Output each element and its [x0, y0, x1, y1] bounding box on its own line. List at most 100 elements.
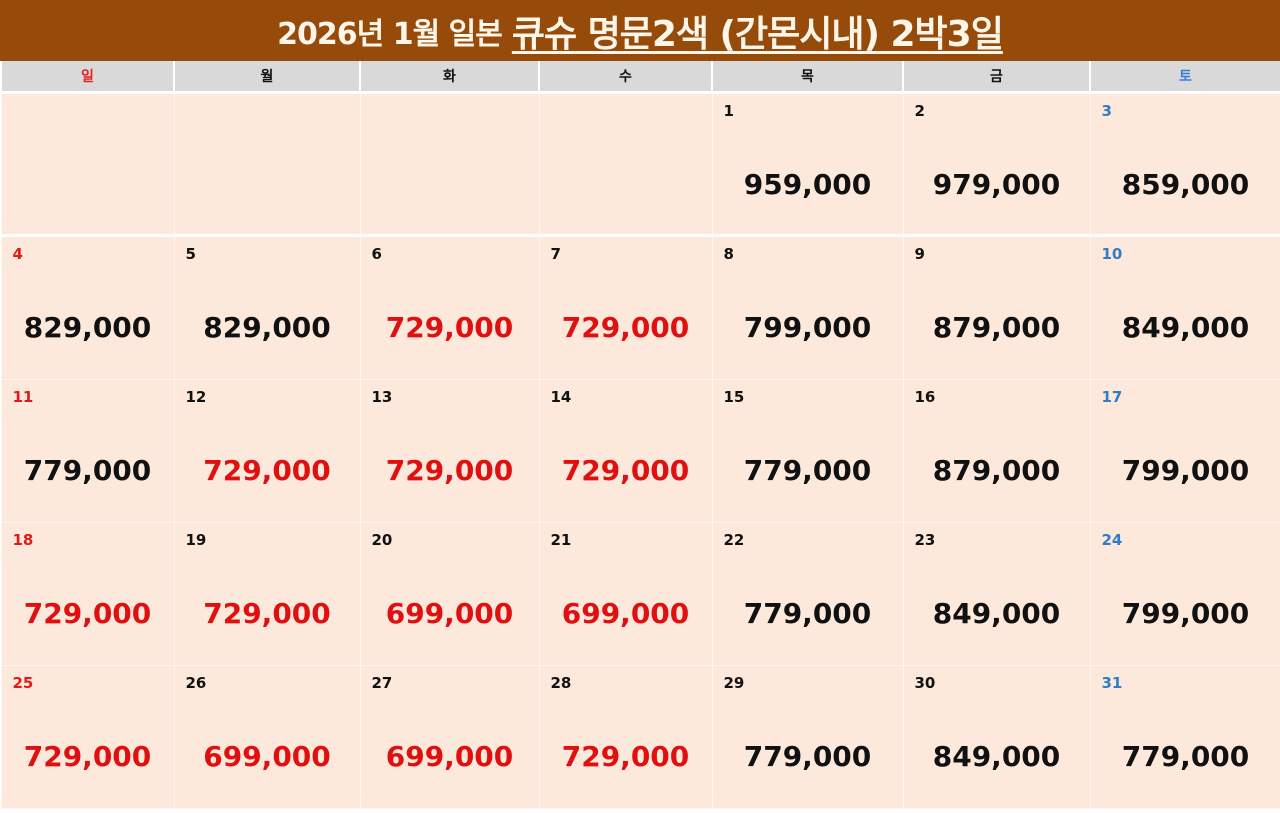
price: 799,000: [1121, 454, 1250, 487]
day-cell[interactable]: 24 799,000: [1089, 522, 1280, 666]
price-discount: 729,000: [203, 597, 331, 630]
day-number: 29: [723, 674, 745, 692]
day-cell[interactable]: 23 849,000: [902, 522, 1091, 666]
day-number: 9: [914, 245, 925, 263]
day-number: 14: [550, 388, 572, 406]
empty-day-cell: [359, 92, 540, 237]
day-number: 21: [550, 531, 572, 549]
day-number: 19: [185, 531, 207, 549]
price: 979,000: [932, 168, 1061, 201]
price: 849,000: [1121, 311, 1250, 344]
day-number: 11: [12, 388, 34, 406]
price: 799,000: [1121, 597, 1250, 630]
price: 779,000: [743, 597, 872, 630]
day-cell[interactable]: 18 729,000: [0, 522, 175, 666]
day-number: 1: [723, 102, 734, 120]
price: 779,000: [743, 454, 872, 487]
day-number: 10: [1101, 245, 1123, 263]
day-number: 3: [1101, 102, 1112, 120]
price: 829,000: [23, 311, 152, 344]
price: 849,000: [932, 597, 1061, 630]
weekday-fri: 금: [902, 61, 1091, 94]
day-cell[interactable]: 21 699,000: [538, 522, 713, 666]
day-number: 17: [1101, 388, 1123, 406]
day-number: 8: [723, 245, 734, 263]
price-discount: 729,000: [203, 454, 331, 487]
day-cell[interactable]: 5 829,000: [173, 235, 361, 380]
price-discount: 729,000: [23, 740, 152, 773]
day-number: 6: [371, 245, 382, 263]
day-cell[interactable]: 7 729,000: [538, 235, 713, 380]
day-number: 16: [914, 388, 936, 406]
day-cell[interactable]: 3 859,000: [1089, 92, 1280, 237]
price: 879,000: [932, 454, 1061, 487]
day-number: 31: [1101, 674, 1123, 692]
day-cell[interactable]: 9 879,000: [902, 235, 1091, 380]
day-cell[interactable]: 26 699,000: [173, 665, 361, 809]
price-discount: 729,000: [385, 454, 514, 487]
weekday-sat: 토: [1089, 61, 1280, 94]
day-number: 12: [185, 388, 207, 406]
day-cell[interactable]: 15 779,000: [711, 379, 904, 523]
price: 829,000: [203, 311, 331, 344]
price-discount: 729,000: [561, 454, 690, 487]
day-cell[interactable]: 11 779,000: [0, 379, 175, 523]
day-number: 24: [1101, 531, 1123, 549]
day-cell[interactable]: 27 699,000: [359, 665, 540, 809]
day-number: 30: [914, 674, 936, 692]
day-cell[interactable]: 10 849,000: [1089, 235, 1280, 380]
day-number: 13: [371, 388, 393, 406]
weekday-wed: 수: [538, 61, 713, 94]
price: 849,000: [932, 740, 1061, 773]
day-cell[interactable]: 17 799,000: [1089, 379, 1280, 523]
weekday-sun: 일: [0, 61, 175, 94]
day-number: 15: [723, 388, 745, 406]
day-number: 4: [12, 245, 23, 263]
day-cell[interactable]: 12 729,000: [173, 379, 361, 523]
day-number: 25: [12, 674, 34, 692]
weekday-mon: 월: [173, 61, 361, 94]
day-cell[interactable]: 6 729,000: [359, 235, 540, 380]
day-cell[interactable]: 20 699,000: [359, 522, 540, 666]
price-discount: 729,000: [561, 740, 690, 773]
day-cell[interactable]: 14 729,000: [538, 379, 713, 523]
price-discount: 729,000: [561, 311, 690, 344]
week-row: 11 779,000 12 729,000 13 729,000 14 729,000 15 77…: [0, 379, 1280, 523]
day-number: 5: [185, 245, 196, 263]
empty-day-cell: [173, 92, 361, 237]
day-number: 20: [371, 531, 393, 549]
day-cell[interactable]: 1 959,000: [711, 92, 904, 237]
day-cell[interactable]: 4 829,000: [0, 235, 175, 380]
day-cell[interactable]: 31 779,000: [1089, 665, 1280, 809]
day-cell[interactable]: 22 779,000: [711, 522, 904, 666]
day-number: 26: [185, 674, 207, 692]
title-banner: 2026년 1월 일본 큐슈 명문2색 (간몬시내) 2박3일: [0, 0, 1280, 61]
day-cell[interactable]: 29 779,000: [711, 665, 904, 809]
price: 779,000: [23, 454, 152, 487]
day-cell[interactable]: 16 879,000: [902, 379, 1091, 523]
day-cell[interactable]: 2 979,000: [902, 92, 1091, 237]
day-cell[interactable]: 19 729,000: [173, 522, 361, 666]
week-row: 18 729,000 19 729,000 20 699,000 21 699,000 22 77…: [0, 522, 1280, 666]
price-discount: 699,000: [203, 740, 331, 773]
title-product-name: 큐슈 명문2색 (간몬시내) 2박3일: [511, 13, 1004, 55]
day-cell[interactable]: 28 729,000: [538, 665, 713, 809]
day-cell[interactable]: 25 729,000: [0, 665, 175, 809]
price-discount: 699,000: [561, 597, 690, 630]
price: 959,000: [743, 168, 872, 201]
price-calendar: 일 월 화 수 목 금 토 1 959,000 2 979,000 3 859,000 4 8…: [0, 61, 1280, 809]
day-number: 28: [550, 674, 572, 692]
weekday-thu: 목: [711, 61, 904, 94]
price: 779,000: [743, 740, 872, 773]
price: 779,000: [1121, 740, 1250, 773]
day-number: 23: [914, 531, 936, 549]
price-discount: 729,000: [23, 597, 152, 630]
price: 859,000: [1121, 168, 1250, 201]
price-discount: 729,000: [385, 311, 514, 344]
day-number: 2: [914, 102, 925, 120]
weekday-tue: 화: [359, 61, 540, 94]
price-discount: 699,000: [385, 597, 514, 630]
day-cell[interactable]: 30 849,000: [902, 665, 1091, 809]
day-cell[interactable]: 13 729,000: [359, 379, 540, 523]
day-cell[interactable]: 8 799,000: [711, 235, 904, 380]
